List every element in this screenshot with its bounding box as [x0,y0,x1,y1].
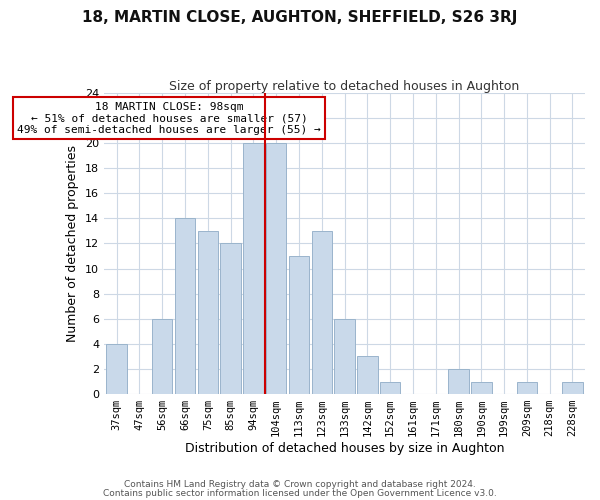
Bar [106,344,127,394]
Text: Contains HM Land Registry data © Crown copyright and database right 2024.: Contains HM Land Registry data © Crown c… [124,480,476,489]
Bar [334,319,355,394]
Bar [448,369,469,394]
Bar [562,382,583,394]
Bar [197,231,218,394]
Bar [517,382,537,394]
Bar [311,231,332,394]
Bar [243,143,263,394]
Bar [380,382,400,394]
Text: 18 MARTIN CLOSE: 98sqm
← 51% of detached houses are smaller (57)
49% of semi-det: 18 MARTIN CLOSE: 98sqm ← 51% of detached… [17,102,321,135]
Bar [471,382,491,394]
Bar [152,319,172,394]
Text: 18, MARTIN CLOSE, AUGHTON, SHEFFIELD, S26 3RJ: 18, MARTIN CLOSE, AUGHTON, SHEFFIELD, S2… [82,10,518,25]
Y-axis label: Number of detached properties: Number of detached properties [67,145,79,342]
Title: Size of property relative to detached houses in Aughton: Size of property relative to detached ho… [169,80,520,93]
Bar [289,256,309,394]
Bar [266,143,286,394]
Text: Contains public sector information licensed under the Open Government Licence v3: Contains public sector information licen… [103,488,497,498]
Bar [175,218,195,394]
Bar [357,356,377,394]
X-axis label: Distribution of detached houses by size in Aughton: Distribution of detached houses by size … [185,442,504,455]
Bar [220,244,241,394]
